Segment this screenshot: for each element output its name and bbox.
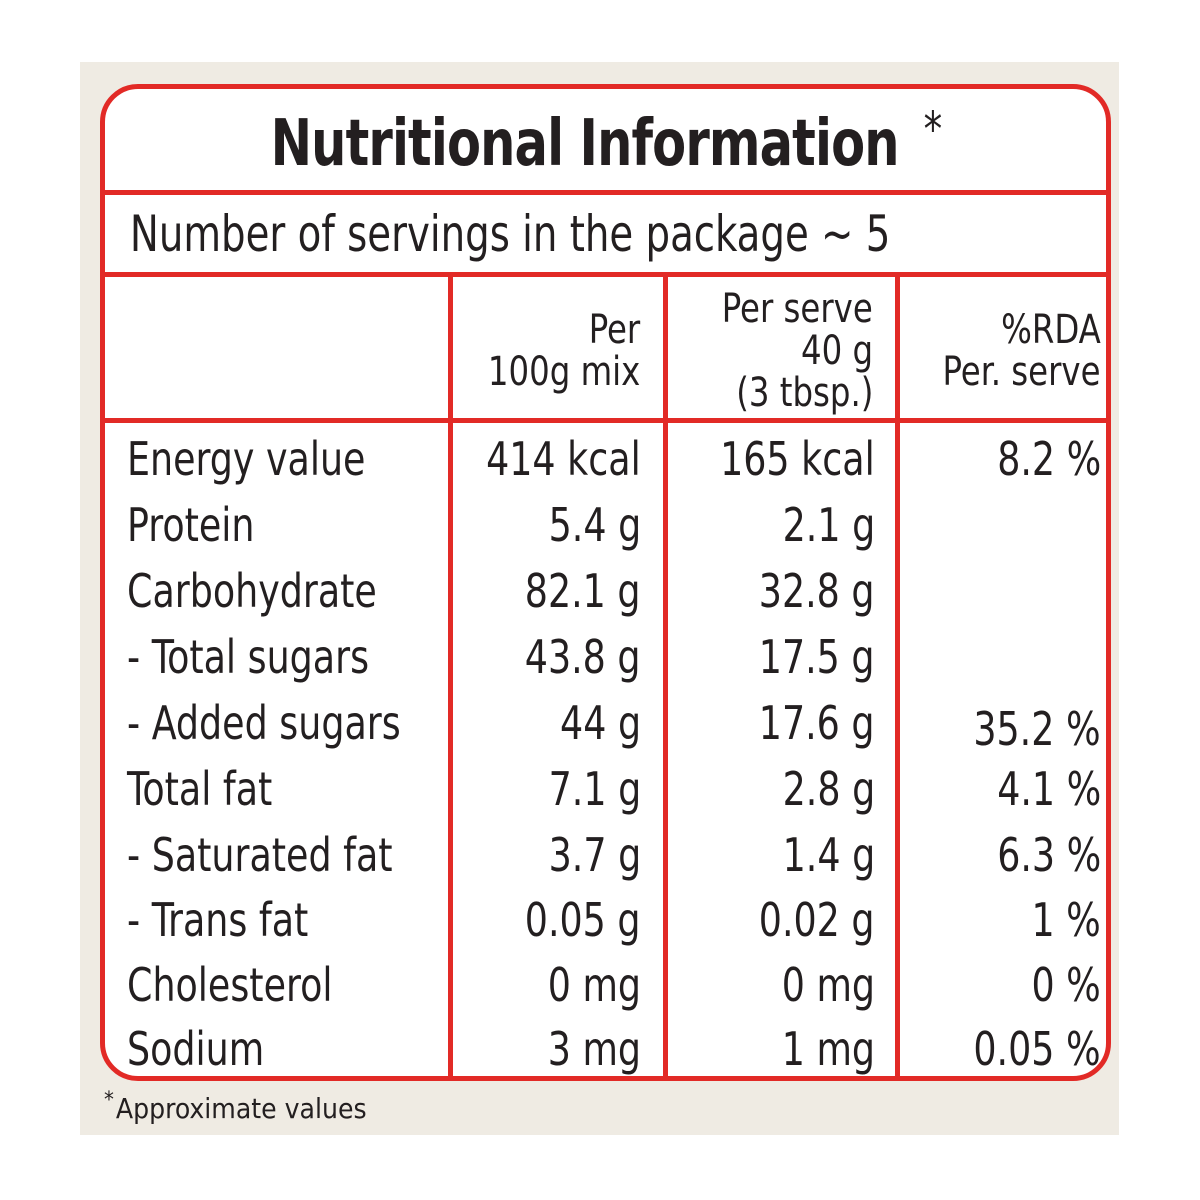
value-per-100g: 7.1 g (548, 762, 641, 816)
column-divider-2 (663, 277, 668, 1076)
header-per-serve: Per serve 40 g (3 tbsp.) (671, 285, 873, 417)
nutrition-panel: Nutritional Information * Number of serv… (100, 84, 1111, 1081)
nutrient-name: - Added sugars (127, 696, 401, 750)
value-per-serve: 2.8 g (782, 762, 875, 816)
value-rda: 4.1 % (996, 762, 1101, 816)
value-rda: 8.2 % (996, 432, 1101, 486)
nutrient-name: Cholesterol (127, 958, 333, 1012)
header-per-100g-line-1: Per (588, 307, 640, 353)
value-rda (905, 558, 1101, 624)
value-per-100g: 3 mg (547, 1022, 641, 1076)
title-text: Nutritional Information (270, 106, 899, 181)
nutrient-name: - Saturated fat (127, 828, 393, 882)
table-row: Sodium 3 mg 1 mg 0.05 % (105, 1016, 1106, 1076)
value-per-serve: 32.8 g (759, 564, 875, 618)
title-asterisk: * (923, 101, 942, 158)
table-row: Total fat 7.1 g 2.8 g 4.1 % (105, 756, 1106, 822)
table-row: Carbohydrate 82.1 g 32.8 g (105, 558, 1106, 624)
servings-text: Number of servings in the package ~ 5 (130, 204, 891, 263)
value-per-100g: 0.05 g (525, 893, 641, 947)
value-rda: 35.2 % (973, 702, 1101, 756)
nutrient-name: Carbohydrate (127, 564, 377, 618)
value-rda (905, 624, 1101, 690)
nutrient-name: Sodium (127, 1022, 265, 1076)
table-row: Cholesterol 0 mg 0 mg 0 % (105, 952, 1106, 1018)
servings-row: Number of servings in the package ~ 5 (105, 195, 1106, 277)
value-per-100g: 0 mg (547, 958, 641, 1012)
value-per-100g: 414 kcal (486, 432, 641, 486)
nutrient-name: - Total sugars (127, 630, 370, 684)
table-row: - Saturated fat 3.7 g 1.4 g 6.3 % (105, 822, 1106, 888)
value-per-serve: 1 mg (781, 1022, 875, 1076)
header-per-serve-line-2: 40 g (800, 328, 873, 374)
nutrient-name: Total fat (127, 762, 273, 816)
value-per-serve: 17.5 g (759, 630, 875, 684)
value-rda: 1 % (1031, 893, 1101, 947)
panel-title: Nutritional Information * (270, 106, 942, 176)
value-rda: 0.05 % (973, 1022, 1101, 1076)
value-per-serve: 2.1 g (782, 498, 875, 552)
table-row: - Total sugars 43.8 g 17.5 g (105, 624, 1106, 690)
header-per-serve-line-1: Per serve (722, 286, 873, 332)
header-rda-line-2: Per. serve (943, 349, 1101, 395)
table-row: - Added sugars 44 g 17.6 g 35.2 % (105, 690, 1106, 756)
value-per-serve: 17.6 g (759, 696, 875, 750)
footnote-asterisk: * (104, 1088, 114, 1113)
value-per-100g: 3.7 g (548, 828, 641, 882)
value-rda: 0 % (1031, 958, 1101, 1012)
footnote-text: Approximate values (115, 1092, 367, 1125)
column-divider-3 (895, 277, 900, 1076)
value-rda (905, 492, 1101, 558)
nutrient-name: Energy value (127, 432, 366, 486)
value-per-serve: 0.02 g (759, 893, 875, 947)
table-row: Energy value 414 kcal 165 kcal 8.2 % (105, 426, 1106, 492)
value-per-100g: 43.8 g (525, 630, 641, 684)
nutrient-name: - Trans fat (127, 893, 309, 947)
nutrient-name: Protein (127, 498, 255, 552)
header-divider (105, 418, 1106, 423)
header-rda: %RDA Per. serve (905, 285, 1101, 417)
value-per-100g: 82.1 g (525, 564, 641, 618)
value-per-serve: 1.4 g (782, 828, 875, 882)
value-per-100g: 44 g (559, 696, 641, 750)
header-per-100g-line-2: 100g mix (487, 349, 640, 395)
table-row: - Trans fat 0.05 g 0.02 g 1 % (105, 887, 1106, 953)
header-rda-line-1: %RDA (1001, 307, 1101, 353)
value-per-serve: 0 mg (781, 958, 875, 1012)
title-row: Nutritional Information * (105, 89, 1106, 195)
header-per-100g: Per 100g mix (455, 285, 640, 417)
table-row: Protein 5.4 g 2.1 g (105, 492, 1106, 558)
footnote: *Approximate values (104, 1088, 367, 1125)
value-per-serve: 165 kcal (720, 432, 875, 486)
column-divider-1 (448, 277, 453, 1076)
value-rda: 6.3 % (996, 828, 1101, 882)
header-per-serve-line-3: (3 tbsp.) (735, 370, 873, 416)
value-per-100g: 5.4 g (548, 498, 641, 552)
